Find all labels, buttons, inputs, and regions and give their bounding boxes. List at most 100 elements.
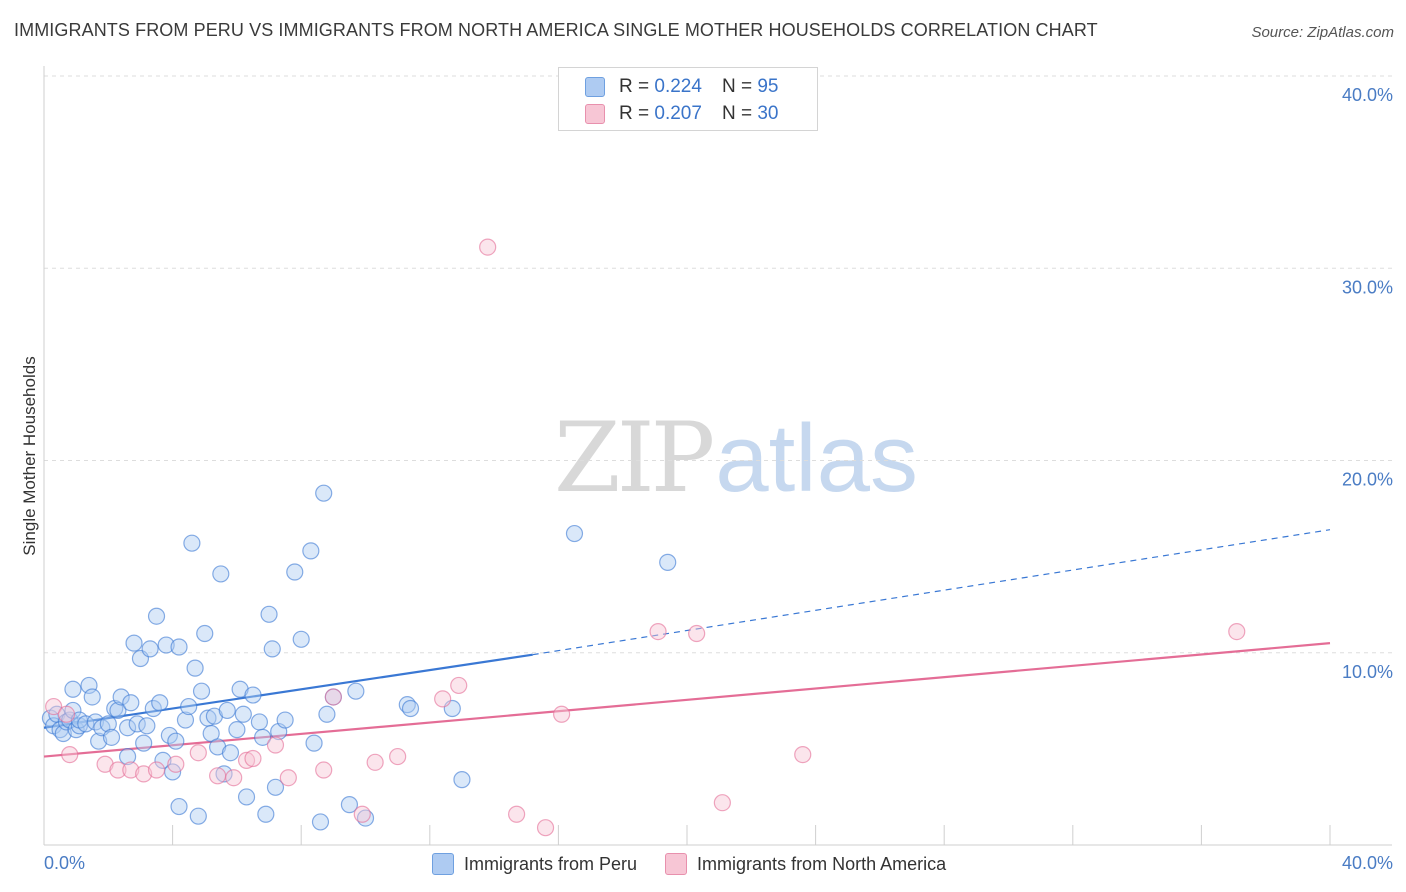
point-peru xyxy=(144,699,162,718)
point-peru xyxy=(112,688,130,706)
point-north-america xyxy=(434,690,452,708)
point-peru xyxy=(147,607,166,625)
point-peru xyxy=(347,682,365,700)
point-north-america xyxy=(450,676,468,695)
point-north-america xyxy=(479,238,497,256)
point-peru xyxy=(276,711,294,729)
point-peru xyxy=(86,713,105,731)
point-peru xyxy=(186,659,204,677)
point-peru xyxy=(218,701,236,720)
point-peru xyxy=(157,636,175,654)
point-north-america xyxy=(279,769,297,787)
legend-swatch-peru xyxy=(585,77,605,97)
point-north-america xyxy=(553,705,571,723)
point-peru xyxy=(215,765,233,783)
point-north-america xyxy=(167,755,185,773)
point-north-america xyxy=(324,688,342,706)
correlation-legend: R = 0.224 N = 95 R = 0.207 N = 30 xyxy=(558,67,818,131)
point-peru xyxy=(292,630,310,648)
point-peru xyxy=(170,797,188,816)
point-peru xyxy=(141,640,159,658)
point-peru xyxy=(401,699,420,718)
point-peru xyxy=(180,697,198,716)
point-north-america xyxy=(1228,623,1246,641)
point-peru xyxy=(64,680,82,698)
point-peru xyxy=(160,726,178,745)
legend-row-peru: R = 0.224 N = 95 xyxy=(585,76,778,98)
point-peru xyxy=(125,634,143,652)
point-peru xyxy=(196,624,214,643)
point-peru xyxy=(122,694,140,712)
x-tick-label: 0.0% xyxy=(44,853,85,873)
point-peru xyxy=(260,605,278,623)
point-peru xyxy=(102,728,121,746)
point-north-america xyxy=(122,761,140,779)
point-peru xyxy=(234,705,252,723)
series-legend-north-america: Immigrants from North America xyxy=(665,853,946,875)
point-peru xyxy=(318,705,336,723)
legend-r-label: R = xyxy=(619,76,650,97)
point-peru xyxy=(340,796,359,814)
point-peru xyxy=(90,732,108,750)
series-legend: Immigrants from Peru Immigrants from Nor… xyxy=(432,852,974,876)
point-peru xyxy=(266,778,285,796)
point-north-america xyxy=(244,749,262,768)
point-north-america xyxy=(209,767,227,785)
point-peru xyxy=(221,744,240,762)
point-peru xyxy=(70,717,88,735)
legend-row-north-america: R = 0.207 N = 30 xyxy=(585,103,778,125)
point-peru xyxy=(254,728,272,746)
point-north-america xyxy=(688,624,706,643)
point-peru xyxy=(237,788,256,806)
point-peru xyxy=(83,688,101,706)
legend-r-value: 0.207 xyxy=(654,103,702,124)
data-points xyxy=(41,238,1246,837)
point-north-america xyxy=(135,765,153,783)
point-north-america xyxy=(536,819,555,837)
point-peru xyxy=(263,640,281,658)
point-peru xyxy=(151,694,169,712)
point-peru xyxy=(138,717,156,735)
series-swatch-peru xyxy=(432,853,454,875)
gridlines xyxy=(44,75,1392,654)
legend-r-value: 0.224 xyxy=(654,76,702,97)
y-tick-label: 30.0% xyxy=(1342,277,1393,297)
y-tick-label: 40.0% xyxy=(1342,85,1393,105)
point-north-america xyxy=(713,794,731,812)
x-tick-label: 40.0% xyxy=(1342,853,1393,873)
point-north-america xyxy=(109,761,127,779)
point-peru xyxy=(167,732,185,750)
point-peru xyxy=(118,719,137,737)
point-peru xyxy=(257,805,275,823)
point-peru xyxy=(192,682,211,700)
legend-r-label: R = xyxy=(619,103,650,124)
point-north-america xyxy=(649,623,667,641)
point-peru xyxy=(135,734,153,752)
axes xyxy=(43,66,1392,846)
tick-labels: 10.0% 20.0% 30.0% 40.0% 0.0% 40.0% xyxy=(44,85,1393,873)
legend-n-value: 95 xyxy=(757,76,779,97)
point-north-america xyxy=(794,746,812,764)
point-peru xyxy=(189,807,207,825)
point-peru xyxy=(250,713,269,731)
point-peru xyxy=(176,711,195,729)
series-swatch-north-america xyxy=(665,853,688,875)
legend-n-value: 30 xyxy=(757,103,779,124)
source-credit: Source: ZipAtlas.com xyxy=(1251,24,1394,41)
point-north-america xyxy=(45,697,63,716)
point-peru xyxy=(118,747,137,766)
point-north-america xyxy=(147,761,166,779)
watermark-atlas: atlas xyxy=(715,405,918,512)
point-peru xyxy=(228,721,246,739)
point-north-america xyxy=(266,736,285,754)
point-peru xyxy=(212,565,230,583)
point-north-america xyxy=(57,705,76,723)
point-peru xyxy=(244,686,262,704)
point-peru xyxy=(305,734,323,752)
point-peru xyxy=(154,751,172,770)
point-peru xyxy=(659,553,677,571)
point-peru xyxy=(183,534,201,552)
point-peru xyxy=(565,524,584,543)
point-north-america xyxy=(508,805,526,823)
y-tick-label: 10.0% xyxy=(1342,662,1393,682)
